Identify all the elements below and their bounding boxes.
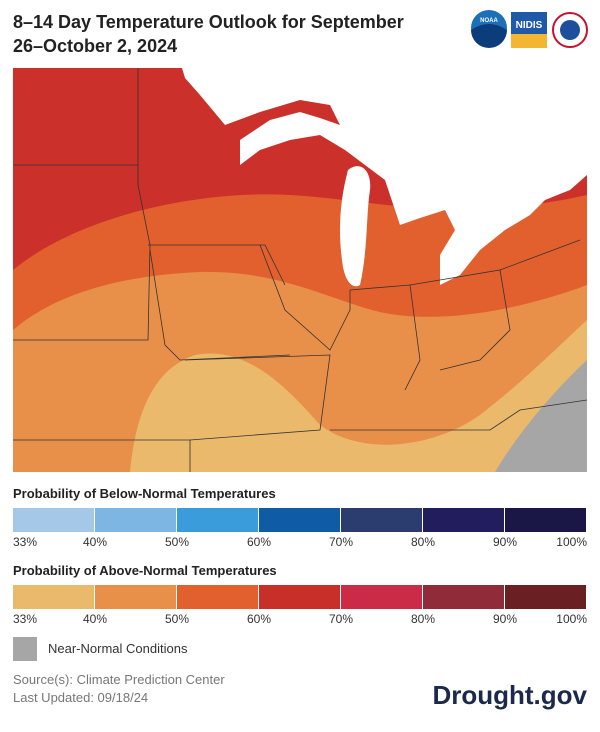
nws-center (560, 20, 580, 40)
legend-label: 100% (556, 535, 587, 549)
legend-label: 40% (83, 535, 107, 549)
state-borders (13, 68, 587, 472)
legend-label: 70% (329, 612, 353, 626)
legend-label: 70% (329, 535, 353, 549)
legend-label: 90% (493, 535, 517, 549)
lake-michigan (340, 166, 371, 287)
legend-swatch (505, 585, 586, 609)
legend-label: 50% (165, 535, 189, 549)
near-normal-swatch (13, 637, 37, 661)
legend-swatch (341, 508, 422, 532)
source: Source(s): Climate Prediction Center (13, 672, 225, 687)
lakes-canada (182, 68, 587, 285)
legend-label: 90% (493, 612, 517, 626)
title: 8–14 Day Temperature Outlook for Septemb… (13, 12, 404, 56)
legend-label: 33% (13, 535, 37, 549)
brand: Drought.gov (432, 680, 587, 710)
legend-label: 50% (165, 612, 189, 626)
noaa-wave (471, 24, 507, 48)
legend-swatch (259, 585, 340, 609)
region-near-normal (495, 360, 587, 472)
legend-title: Probability of Below-Normal Temperatures (13, 486, 276, 501)
legend-label: 60% (247, 612, 271, 626)
legend-title: Probability of Above-Normal Temperatures (13, 563, 277, 578)
map (13, 68, 587, 472)
region-40 (130, 320, 587, 472)
legend-label: 33% (13, 612, 37, 626)
legend-swatch (95, 585, 176, 609)
legend-label: 80% (411, 612, 435, 626)
legend-swatch (177, 508, 258, 532)
legend-label: 80% (411, 535, 435, 549)
logos: NOAA NIDIS (471, 10, 588, 48)
last-updated: Last Updated: 09/18/24 (13, 690, 148, 705)
legend-swatch (177, 585, 258, 609)
noaa-text: NOAA (480, 18, 498, 24)
legend-swatch (259, 508, 340, 532)
nidis-text: NIDIS (516, 20, 543, 31)
legend-label: 100% (556, 612, 587, 626)
legend-swatch (423, 585, 504, 609)
legend-swatch (341, 585, 422, 609)
legend-label: 40% (83, 612, 107, 626)
legend-swatch (423, 508, 504, 532)
legend-label: 60% (247, 535, 271, 549)
near-normal-label: Near-Normal Conditions (48, 641, 188, 656)
legend-swatch (13, 585, 94, 609)
legend-swatch (13, 508, 94, 532)
legend-swatch (505, 508, 586, 532)
legend-swatch (95, 508, 176, 532)
nidis-band (511, 34, 547, 48)
